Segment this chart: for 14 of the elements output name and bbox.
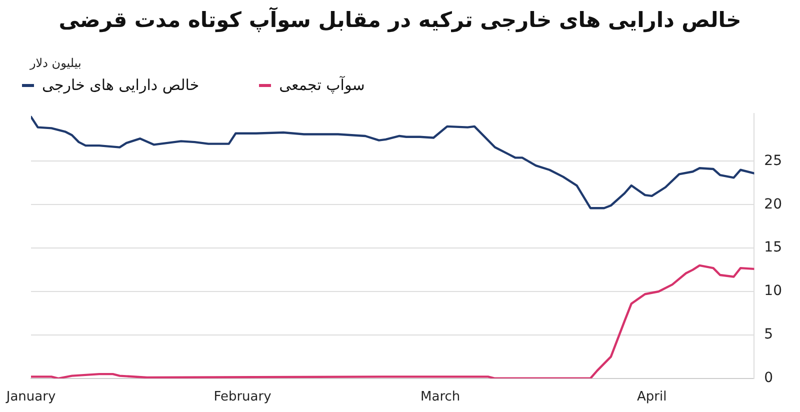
y-tick-label: 10 bbox=[764, 283, 782, 300]
y-tick-label: 20 bbox=[764, 196, 782, 212]
x-tick-label: March bbox=[420, 390, 460, 405]
y-tick-label: 0 bbox=[764, 370, 774, 386]
x-tick-label: January bbox=[5, 390, 56, 405]
x-tick-label: February bbox=[214, 390, 272, 405]
chart-title: خالص دارایی های خارجی ترکیه در مقابل سوآپ کوتاه مدت قرضی bbox=[58, 8, 742, 32]
y-tick-label: 5 bbox=[764, 326, 774, 343]
y-tick-label: 15 bbox=[764, 240, 782, 256]
x-tick-label: April bbox=[636, 390, 667, 405]
y-axis-title: بیلیون دلار bbox=[30, 56, 82, 70]
legend-label: خالص دارایی های خارجی bbox=[42, 76, 200, 94]
legend-label: سوآپ تجمعی bbox=[279, 76, 365, 94]
y-tick-label: 25 bbox=[764, 152, 782, 169]
